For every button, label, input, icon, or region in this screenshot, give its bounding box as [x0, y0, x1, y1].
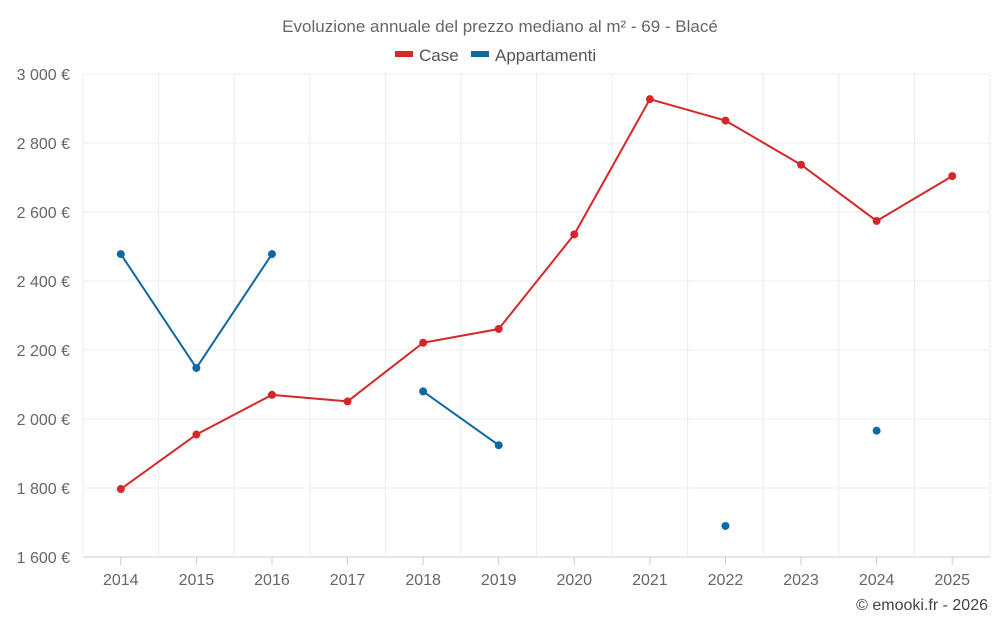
x-tick-label: 2024 [859, 572, 895, 589]
series-layer [116, 95, 957, 530]
credit-text: © emooki.fr - 2026 [856, 597, 988, 614]
legend-item-appartamenti[interactable]: Appartamenti [471, 46, 596, 65]
y-tick-label: 1 800 € [17, 481, 70, 498]
x-tick-label: 2023 [783, 572, 819, 589]
y-tick-label: 2 600 € [17, 205, 70, 222]
legend-item-case[interactable]: Case [395, 46, 459, 65]
data-point-case[interactable] [192, 430, 201, 439]
y-tick-label: 2 000 € [17, 412, 70, 429]
series-case [116, 95, 957, 494]
series-line-case [120, 98, 953, 490]
x-tick-label: 2016 [254, 572, 290, 589]
data-point-case[interactable] [645, 95, 654, 104]
x-tick-label: 2014 [103, 572, 139, 589]
legend-swatch [471, 51, 489, 57]
data-point-case[interactable] [797, 160, 806, 169]
y-tick-label: 2 400 € [17, 274, 70, 291]
chart-title: Evoluzione annuale del prezzo mediano al… [282, 17, 718, 36]
x-tick-label: 2021 [632, 572, 668, 589]
x-tick-label: 2020 [556, 572, 592, 589]
data-point-case[interactable] [116, 485, 125, 494]
data-point-appartamenti[interactable] [192, 363, 201, 372]
data-point-case[interactable] [267, 390, 276, 399]
x-tick-label: 2019 [481, 572, 517, 589]
data-point-appartamenti[interactable] [721, 521, 730, 530]
data-point-appartamenti[interactable] [267, 250, 276, 259]
x-tick-label: 2025 [934, 572, 970, 589]
data-point-case[interactable] [419, 338, 428, 347]
x-tick-label: 2018 [405, 572, 441, 589]
x-tick-label: 2017 [330, 572, 366, 589]
legend: Case Appartamenti [395, 46, 596, 65]
data-point-appartamenti[interactable] [494, 441, 503, 450]
series-line-appartamenti [119, 253, 273, 369]
y-tick-label: 1 600 € [17, 550, 70, 567]
data-point-appartamenti[interactable] [872, 426, 881, 435]
y-tick-label: 2 800 € [17, 136, 70, 153]
series-line-appartamenti [422, 390, 500, 447]
grid [82, 73, 991, 558]
data-point-case[interactable] [948, 172, 957, 181]
data-point-appartamenti[interactable] [419, 387, 428, 396]
legend-swatch [395, 51, 413, 57]
y-tick-label: 2 200 € [17, 343, 70, 360]
legend-label: Appartamenti [495, 46, 596, 65]
data-point-case[interactable] [721, 116, 730, 125]
series-appartamenti [116, 250, 881, 530]
x-tick-label: 2022 [708, 572, 744, 589]
data-point-case[interactable] [494, 324, 503, 333]
x-tick-label: 2015 [179, 572, 215, 589]
data-point-case[interactable] [343, 397, 352, 406]
data-point-appartamenti[interactable] [116, 250, 125, 259]
y-tick-label: 3 000 € [17, 67, 70, 84]
legend-label: Case [419, 46, 459, 65]
data-point-case[interactable] [872, 216, 881, 225]
axes: 1 600 € 1 800 € 2 000 € 2 200 € 2 400 € 2 600… [17, 67, 970, 589]
data-point-case[interactable] [570, 230, 579, 239]
